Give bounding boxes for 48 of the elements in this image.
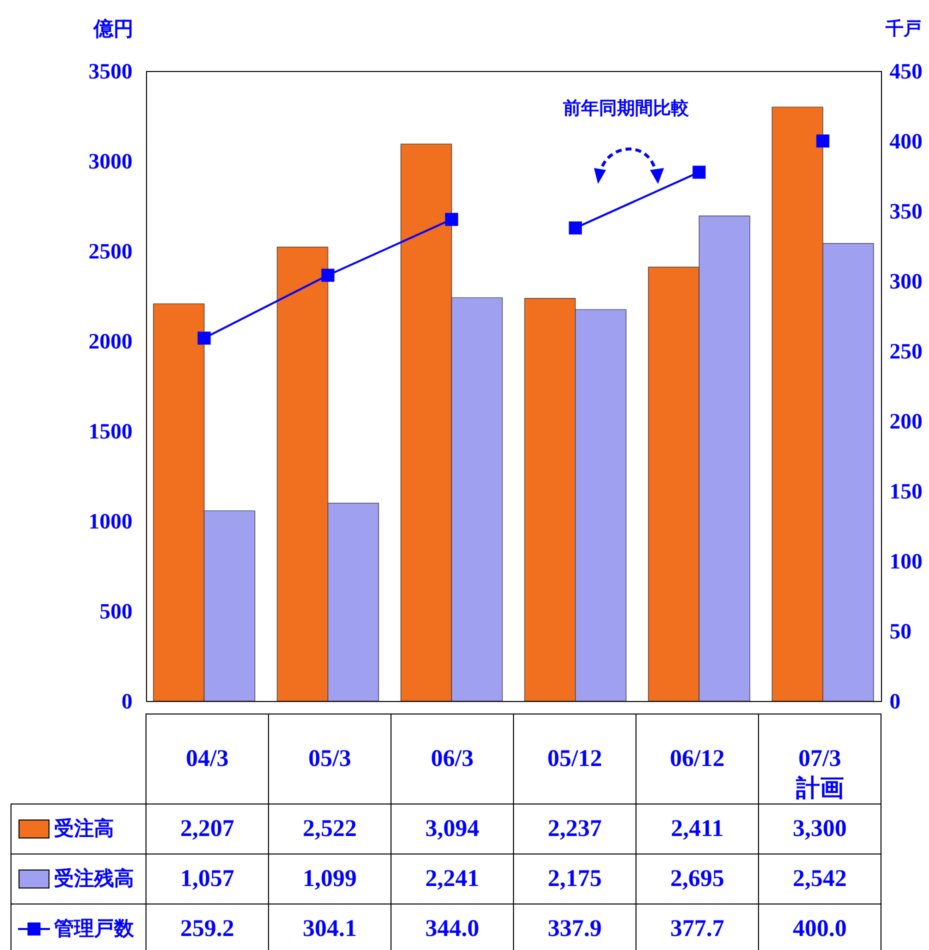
data-label: 400.0 — [792, 916, 847, 942]
y-tick-label: 3000 — [88, 148, 132, 174]
data-label: 1,057 — [180, 866, 234, 892]
y-tick-label: 2000 — [88, 328, 132, 354]
y-tick-label: 1000 — [88, 508, 132, 534]
y2-tick-label: 350 — [890, 198, 922, 224]
y2-tick-label: 150 — [890, 478, 922, 504]
y2-tick-label: 450 — [890, 58, 922, 84]
data-label: 304.1 — [302, 916, 357, 942]
y-tick-label: 2500 — [88, 238, 132, 264]
text: 337.9 — [548, 916, 602, 942]
data-label: 2,241 — [425, 866, 480, 892]
data-label: 2,542 — [792, 866, 847, 892]
data-label: 3,094 — [425, 816, 480, 842]
data-label: 344.0 — [425, 916, 480, 942]
data-label: 2,695 — [670, 866, 724, 892]
y2-tick-label: 400 — [890, 128, 922, 154]
x-tick-label: 05/3 — [308, 746, 352, 772]
x-tick-label: 06/12 — [670, 746, 725, 772]
y-tick-label: 3500 — [88, 58, 132, 84]
y-tick-label: 0 — [122, 688, 132, 714]
legend-label: 受注高 — [54, 816, 114, 840]
y2-tick-label: 100 — [890, 548, 922, 574]
x-tick-label: 05/12 — [547, 746, 602, 772]
x-tick-label: 07/3 計画 — [794, 746, 844, 802]
x-tick-label: 04/3 — [186, 746, 229, 772]
y-axis-title: 億円 — [92, 16, 134, 40]
data-label: 1,099 — [302, 866, 357, 892]
data-label: 2,175 — [548, 866, 602, 892]
y-tick-label: 1500 — [88, 418, 132, 444]
y2-tick-label: 300 — [890, 268, 922, 294]
legend-label: 管理戸数 — [53, 916, 135, 940]
y2-tick-label: 0 — [890, 688, 900, 714]
data-label: 259.2 — [180, 916, 234, 942]
legend-label: 受注残高 — [54, 866, 134, 890]
data-label: 2,522 — [302, 816, 357, 842]
data-label: 2,207 — [180, 816, 234, 842]
text: 377.7 — [670, 916, 724, 942]
y2-tick-label: 50 — [890, 618, 912, 644]
annotation: 前年同期間比較 — [562, 98, 690, 119]
x-tick-label: 06/3 — [430, 746, 474, 772]
y2-tick-label: 200 — [890, 408, 922, 434]
y2-axis-title: 千戸 — [884, 18, 922, 40]
data-label: 2,411 — [670, 816, 724, 842]
y-tick-label: 500 — [100, 598, 132, 624]
data-label: 2,237 — [548, 816, 602, 842]
data-label: 3,300 — [792, 816, 847, 842]
y2-tick-label: 250 — [890, 338, 922, 364]
